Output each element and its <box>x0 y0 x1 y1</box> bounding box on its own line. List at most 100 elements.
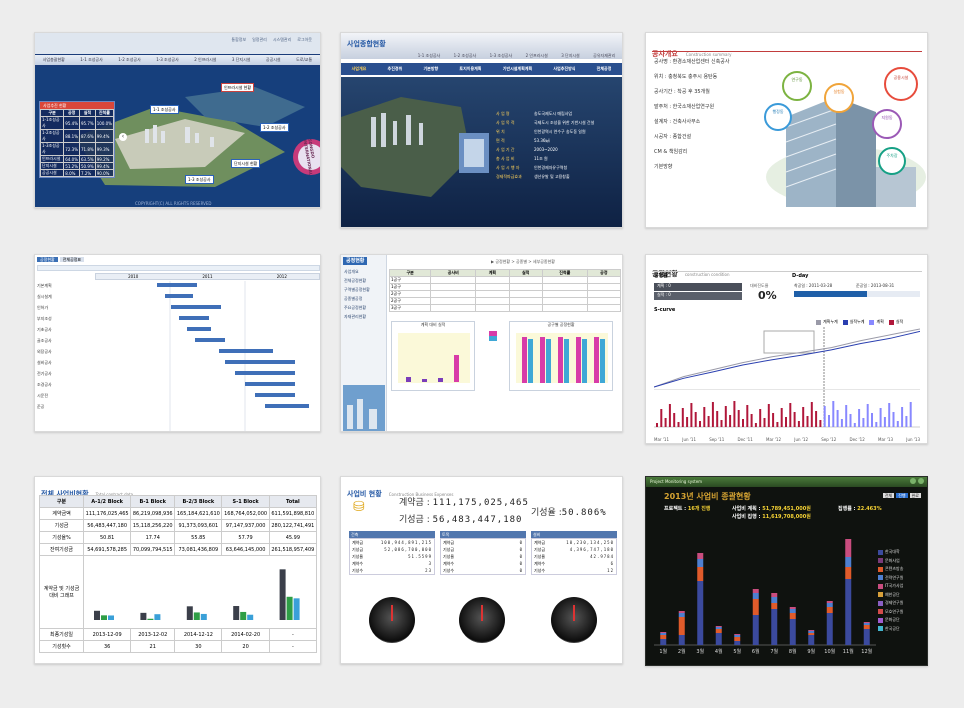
table-row[interactable]: 최종기성일 2013-12-09 2013-12-02 2014-12-12 2014-… <box>39 628 318 641</box>
task-name[interactable]: 기초공사 <box>37 327 52 332</box>
sidebar-menu: 사업개요 전체공정현황 구역별공정현황 공종별공정 주요공정현황 자재관리현황 <box>344 269 370 319</box>
table-row[interactable]: 2공구 <box>388 297 622 305</box>
tab[interactable]: 전체공정표 <box>59 257 85 262</box>
rate-summary: 기성율 :50.806% <box>531 505 607 518</box>
chevron-left-icon[interactable]: ‹ <box>119 133 127 141</box>
nav-item[interactable]: 1-2 조성공사 <box>118 57 141 62</box>
task-name[interactable]: 시운전 <box>37 393 49 398</box>
table-row[interactable]: 1-3조성공사 72.3% 71.8% 99.3% <box>39 142 115 156</box>
tile-construction-summary[interactable]: 공사개요 Construction summary 공사명 : 환경소재산업센터… <box>645 32 928 228</box>
tile-project-overview[interactable]: 사업종합현황 1-1 조성공사 1-2 조성공사 1-3 조성공사 2 인프라시… <box>340 32 623 228</box>
app-logo[interactable]: 사업종합현황 <box>347 40 386 48</box>
nav-item[interactable]: 사업추진방식 <box>553 66 576 71</box>
nav-item[interactable]: 토지이용계획 <box>459 66 482 71</box>
task-name[interactable]: 설비공사 <box>37 360 52 365</box>
task-name[interactable]: 실시설계 <box>37 294 52 299</box>
table-row[interactable]: 단지시설 51.2% 50.9% 99.4% <box>39 162 115 170</box>
filter-tabs: 전체 진행 완료 <box>882 493 921 498</box>
task-name[interactable]: 조경공사 <box>37 382 52 387</box>
task-name[interactable]: 기본계획 <box>37 283 52 288</box>
task-name[interactable]: 인허가 <box>37 305 49 310</box>
tile-gantt-schedule[interactable]: 공정현황 전체공정표 2010 2011 2012 기본계획 실시설계 인허가 … <box>34 254 321 432</box>
sidebar-item[interactable]: 구역별공정현황 <box>344 287 370 292</box>
tile-business-expenses[interactable]: 사업비 현황 Construction Business Expenses ⛁ … <box>340 476 623 664</box>
nav-item[interactable]: 도로/교통 <box>296 57 313 62</box>
table-row[interactable]: 인프라시설 64.0% 63.5% 99.2% <box>39 155 115 163</box>
nav-item[interactable]: 1-3 조성공사 <box>489 53 513 58</box>
nav-item[interactable]: 기반시설계획계획 <box>502 66 533 71</box>
sidebar-item[interactable]: 주요공정현황 <box>344 305 367 310</box>
close-icon[interactable] <box>918 478 924 484</box>
nav-item[interactable]: 전체공정 <box>596 66 612 71</box>
map-callout[interactable]: 1-2 조성공사 <box>260 123 289 132</box>
task-name[interactable]: 골조공사 <box>37 338 52 343</box>
cell: 86,219,098,936 <box>130 507 176 520</box>
table-row[interactable]: 3공구 <box>388 304 622 312</box>
task-name[interactable]: 전기공사 <box>37 371 52 376</box>
tile-process-status[interactable]: 공정현황 사업개요 전체공정현황 구역별공정현황 공종별공정 주요공정현황 자재… <box>340 254 623 432</box>
map-callout[interactable]: 단지시설 현황 <box>231 159 261 168</box>
table-row[interactable]: 1-1조성공사 95.4% 95.7% 100.0% <box>39 116 115 130</box>
nav-item[interactable]: 1-1 조성공사 <box>80 57 103 62</box>
scurve-bar <box>819 420 822 427</box>
topbar-item[interactable]: 일정관리 <box>252 37 267 42</box>
tile-total-budget[interactable]: 전체 사업비현황 Total contract data 구분 A-1/2 Bl… <box>34 476 321 664</box>
tab-active[interactable]: 공정현황 <box>37 257 58 262</box>
tab[interactable]: 전체 <box>882 493 895 498</box>
tile-s-curve[interactable]: 공정현황 construction condition 공정률 D-day 계획… <box>645 254 928 444</box>
tab-active[interactable]: 진행 <box>896 493 908 498</box>
task-name[interactable]: 부지조성 <box>37 316 52 321</box>
minimize-icon[interactable] <box>910 478 916 484</box>
table-row[interactable]: 잔여기성금 54,691,578,285 70,099,794,515 73,081,… <box>39 543 318 556</box>
nav-item[interactable]: 3 단지시설 <box>231 57 251 62</box>
gantt-bar <box>165 294 193 298</box>
topbar-item[interactable]: 통합정보 <box>231 37 247 42</box>
stacked-bar-segment <box>734 635 741 637</box>
table-row[interactable]: 1공구 <box>388 276 622 284</box>
nav-item[interactable]: 1-3 조성공사 <box>156 57 179 62</box>
nav-item[interactable]: 사업총괄현황 <box>42 57 65 62</box>
divider <box>652 51 922 52</box>
topbar-item[interactable]: 로그아웃 <box>297 37 312 42</box>
table-row[interactable]: 기성율% 50.81 17.74 55.85 57.79 45.99 <box>39 531 318 544</box>
nav-item[interactable]: 1-2 조성공사 <box>453 53 477 58</box>
sidebar-item[interactable]: 전체공정현황 <box>344 278 367 283</box>
table-row[interactable]: 기성금 56,483,447,180 15,118,256,220 91,373,09… <box>39 519 318 532</box>
table-row[interactable]: 기성횟수 36 21 30 20- <box>39 640 318 653</box>
tile-project-monitoring[interactable]: Project Monitoring system 전체 진행 완료 2013년… <box>645 476 928 666</box>
scurve-bar <box>776 422 779 427</box>
table-row[interactable]: 공공시설 8.0% 7.2% 90.0% <box>39 169 115 177</box>
bar <box>438 378 443 382</box>
table-row[interactable]: 1공구 <box>388 283 622 291</box>
cell: 99.4% <box>94 162 115 170</box>
tile-songdo-map-dashboard[interactable]: 통합정보 일정관리 시스템관리 로그아웃 사업총괄현황 1-1 조성공사 1-2… <box>34 32 321 208</box>
nav-item-active[interactable]: 사업개요 <box>351 66 367 71</box>
nav-item[interactable]: 3 단지시설 <box>561 53 580 58</box>
cell: 63,646,145,000 <box>221 543 270 556</box>
nav-item[interactable]: 2 인프라시설 <box>194 57 217 62</box>
nav-item[interactable]: 2 인프라시설 <box>525 53 548 58</box>
sidebar-item[interactable]: 사업개요 <box>344 269 359 274</box>
map-callout[interactable]: 1-3 조성공사 <box>185 175 214 184</box>
sidebar-item[interactable]: 공종별공정 <box>344 296 363 301</box>
nav-item[interactable]: 공공시설 <box>265 57 281 62</box>
nav-item[interactable]: 기본방향 <box>423 66 439 71</box>
tab[interactable]: 완료 <box>909 493 921 498</box>
nav-item[interactable]: 추진경위 <box>387 66 403 71</box>
app-logo[interactable]: 공정현황 <box>343 257 368 265</box>
map-callout[interactable]: 인프라시설 현황 <box>221 83 255 92</box>
table-row[interactable]: 2공구 <box>388 290 622 298</box>
nav-item[interactable]: 공유자재관리 <box>593 53 616 58</box>
table-row[interactable]: 1-2조성공사 88.1% 87.6% 99.4% <box>39 129 115 143</box>
task-name[interactable]: 외장공사 <box>37 349 52 354</box>
map-callout[interactable]: 1-1 조성공사 <box>150 105 179 114</box>
table-row[interactable]: 계약금액 111,176,025,465 86,219,098,936 165,184… <box>39 507 318 520</box>
task-name[interactable]: 준공 <box>37 404 45 409</box>
budget-table: 구분 A-1/2 Block B-1 Block B-2/3 Block S-1… <box>39 495 318 653</box>
nav-item[interactable]: 1-1 조성공사 <box>417 53 441 58</box>
cell: 73,081,436,809 <box>174 543 223 556</box>
topbar-item[interactable]: 시스템관리 <box>272 37 292 42</box>
sidebar-item[interactable]: 자재관리현황 <box>344 314 367 319</box>
cell: 인프라시설 <box>39 155 65 163</box>
field-label: 기성금 <box>443 547 455 552</box>
